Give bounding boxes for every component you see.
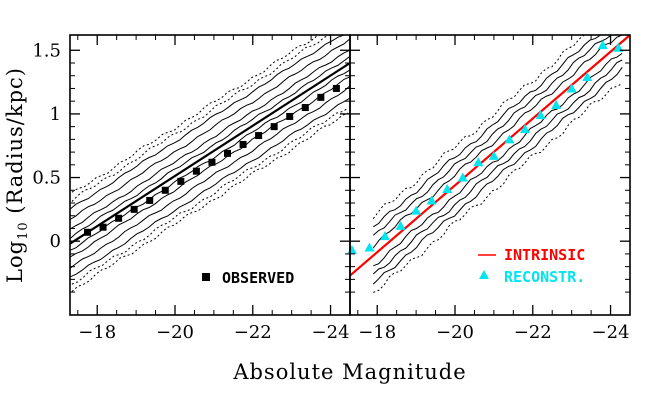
observed-point [286,112,294,120]
intrinsic-line [349,34,631,277]
reconstructed-point [520,124,530,134]
left-contours [69,34,351,292]
observed-point [192,167,200,175]
observed-point [270,123,278,131]
x-tick-label: −22 [514,322,552,343]
reconstructed-point [582,72,593,81]
reconstructed-point [411,205,422,215]
y-tick-label: 0.5 [32,168,61,189]
x-tick-label: −24 [592,322,630,343]
data-marks [69,34,631,277]
observed-point [317,93,325,101]
contour-dotted [372,34,623,219]
x-tick-label: −18 [358,322,396,343]
x-tick-label: −22 [234,322,272,343]
contour-line [372,59,623,275]
axes [69,34,631,316]
reconstructed-point [597,40,608,50]
contour-line [69,49,351,230]
contour-line [69,85,351,269]
contour-dotted [71,107,349,285]
x-tick-label: −20 [436,322,474,343]
contour-dotted [71,34,349,193]
reconstructed-point [566,83,577,93]
observed-point [332,84,340,92]
observed-point [239,140,247,148]
y-axis-title-main: Log [3,240,27,283]
x-axis-title: Absolute Magnitude [232,360,466,384]
legend-intrinsic-label: INTRINSIC [504,246,585,264]
reconstructed-point [535,110,546,120]
observed-point [177,177,185,185]
reconstructed-point [395,220,406,230]
reconstructed-point [380,231,390,241]
x-tick-label: −20 [156,322,194,343]
x-tick-label: −18 [78,322,116,343]
contour-dotted [71,34,349,202]
x-tick-label: −24 [312,322,350,343]
y-axis-title: Log10 (Radius/kpc) [3,67,31,283]
reconstructed-point [504,134,515,144]
legend-reconstr-marker [479,270,489,279]
contour-line [69,76,351,258]
reconstructed-point [613,42,624,52]
observed-point [208,158,216,166]
reconstructed-point [488,150,499,160]
observed-point [115,214,123,222]
contour-line [372,34,623,249]
right-panel-frame [349,34,631,316]
observed-point [84,228,91,236]
reconstructed-point [473,157,484,167]
reconstructed-point [364,242,375,252]
legend-observed-label: OBSERVED [222,269,294,287]
observed-point [146,196,154,204]
reconstructed-point [457,172,468,182]
reconstructed-point [346,245,357,255]
contour-line [69,97,351,278]
contour-line [372,34,623,236]
observed-point [224,149,231,157]
observed-point [301,104,309,112]
y-axis-title-subscript: 10 [16,221,31,240]
contour-line [69,55,351,240]
y-tick-label: 0 [50,231,61,252]
contour-line [69,38,351,220]
labels: −18 −20 −22 −24 −18 −20 −22 −24 0 0.5 1 1.5 OBSERVED… [3,40,630,384]
contour-line [373,52,623,267]
observed-point [255,132,263,140]
y-tick-label: 1 [50,104,61,125]
reconstructed-point [426,195,437,205]
reconstructed-point [551,100,562,109]
contour-line [373,34,623,228]
observed-point [99,223,107,231]
y-tick-label: 1.5 [32,40,61,61]
contour-line [69,34,350,210]
fit-line [69,62,351,245]
contour-dotted [373,83,623,293]
legend-reconstr-label: RECONSTR. [504,268,585,286]
observed-point [130,205,138,213]
reconstructed-point [442,184,453,193]
contour-line [372,67,623,285]
contour-dotted [71,112,349,292]
observed-point [161,186,169,194]
legend-observed-marker [202,273,210,281]
y-axis-title-rest: (Radius/kpc) [3,67,27,221]
